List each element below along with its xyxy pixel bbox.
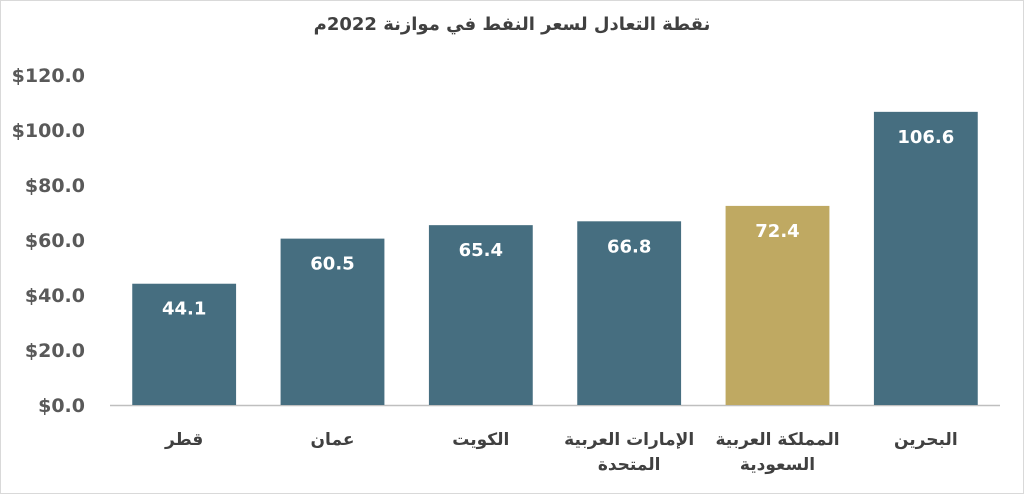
data-label: 106.6	[897, 127, 954, 148]
bar	[873, 111, 978, 405]
bar	[577, 221, 682, 405]
y-tick-label: $0.0	[38, 395, 85, 417]
data-label: 66.8	[607, 236, 651, 257]
y-tick-label: $40.0	[25, 285, 85, 307]
data-label: 65.4	[459, 240, 503, 261]
category-label: الكويت	[452, 430, 509, 450]
bar	[132, 283, 237, 405]
category-label: البحرين	[894, 430, 958, 450]
y-axis: $0.0 $20.0 $40.0 $60.0 $80.0 $100.0 $120.0	[12, 65, 85, 417]
category-label: عمان	[311, 430, 355, 450]
data-label: 72.4	[755, 221, 799, 242]
category-label: قطر	[164, 430, 203, 450]
y-tick-label: $120.0	[12, 65, 85, 87]
category-label: المملكة العربية السعودية	[715, 430, 839, 475]
category-label: الإمارات العربية المتحدة	[564, 430, 694, 475]
y-tick-label: $100.0	[12, 120, 85, 142]
y-tick-label: $60.0	[25, 230, 85, 252]
bar	[280, 238, 385, 405]
x-axis: قطر عمان الكويت الإمارات العربية المتحدة المم…	[164, 430, 958, 475]
chart-title: نقطة التعادل لسعر النفط في موازنة 2022م	[313, 14, 711, 35]
bar	[725, 205, 830, 405]
y-tick-label: $20.0	[25, 340, 85, 362]
data-label: 60.5	[310, 254, 354, 275]
y-tick-label: $80.0	[25, 175, 85, 197]
bars-group: 44.1 60.5 65.4 66.8 72.4 106.6	[132, 111, 978, 405]
bar	[428, 225, 533, 405]
data-label: 44.1	[162, 299, 206, 320]
